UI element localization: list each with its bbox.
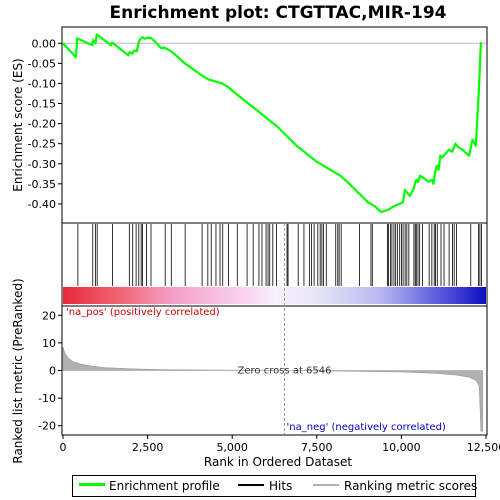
x-tick-label: 12,500	[467, 441, 500, 454]
metric-y-tick-label: 10	[42, 337, 56, 350]
es-y-tick-label: -0.15	[28, 98, 56, 111]
neg-correlated-label: 'na_neg' (negatively correlated)	[287, 422, 446, 433]
es-profile-line	[62, 33, 482, 214]
metric-y-tick-label: -20	[38, 420, 56, 433]
metric-y-label: Ranked list metric (PreRanked)	[11, 278, 25, 463]
legend: Enrichment profile Hits Ranking metric s…	[72, 475, 478, 497]
es-y-tick-label: -0.05	[28, 57, 56, 70]
es-y-label: Enrichment score (ES)	[11, 58, 25, 191]
legend-item-metric: Ranking metric scores	[344, 479, 478, 493]
x-tick-label: 5,000	[216, 441, 248, 454]
x-axis-label: Rank in Ordered Dataset	[204, 455, 352, 469]
pos-correlated-label: 'na_pos' (positively correlated)	[66, 307, 220, 318]
x-tick-label: 2,500	[132, 441, 164, 454]
x-tick-label: 7,500	[301, 441, 333, 454]
legend-swatch-hits	[238, 484, 264, 486]
legend-swatch-metric	[313, 484, 339, 486]
legend-swatch-enrichment	[79, 483, 105, 486]
x-axis: 0 2,500 5,000 7,500 10,000 12,500	[60, 435, 500, 454]
x-tick-label: 10,000	[382, 441, 421, 454]
rank-color-bar	[63, 287, 486, 304]
es-y-tick-label: -0.40	[28, 198, 56, 211]
es-y-axis: 0.00 -0.05 -0.10 -0.15 -0.20 -0.25 -0.30 -0.35 -…	[28, 37, 62, 211]
zero-cross-label: Zero cross at 6546	[238, 366, 332, 377]
es-y-tick-label: -0.35	[28, 178, 56, 191]
metric-y-tick-label: 0	[49, 365, 56, 378]
legend-item-enrichment: Enrichment profile	[109, 479, 220, 493]
chart-title: Enrichment plot: CTGTTAC,MIR-194	[110, 3, 447, 23]
es-y-tick-label: -0.25	[28, 138, 56, 151]
metric-y-tick-label: 20	[42, 309, 56, 322]
metric-y-axis: 20 10 0 -10 -20	[38, 309, 62, 433]
legend-item-hits: Hits	[269, 479, 293, 493]
es-y-tick-label: -0.10	[28, 77, 56, 90]
es-y-tick-label: 0.00	[32, 37, 57, 50]
es-y-tick-label: -0.30	[28, 158, 56, 171]
es-y-tick-label: -0.20	[28, 118, 56, 131]
x-tick-label: 0	[60, 441, 67, 454]
hit-marks	[77, 224, 483, 286]
metric-y-tick-label: -10	[38, 392, 56, 405]
